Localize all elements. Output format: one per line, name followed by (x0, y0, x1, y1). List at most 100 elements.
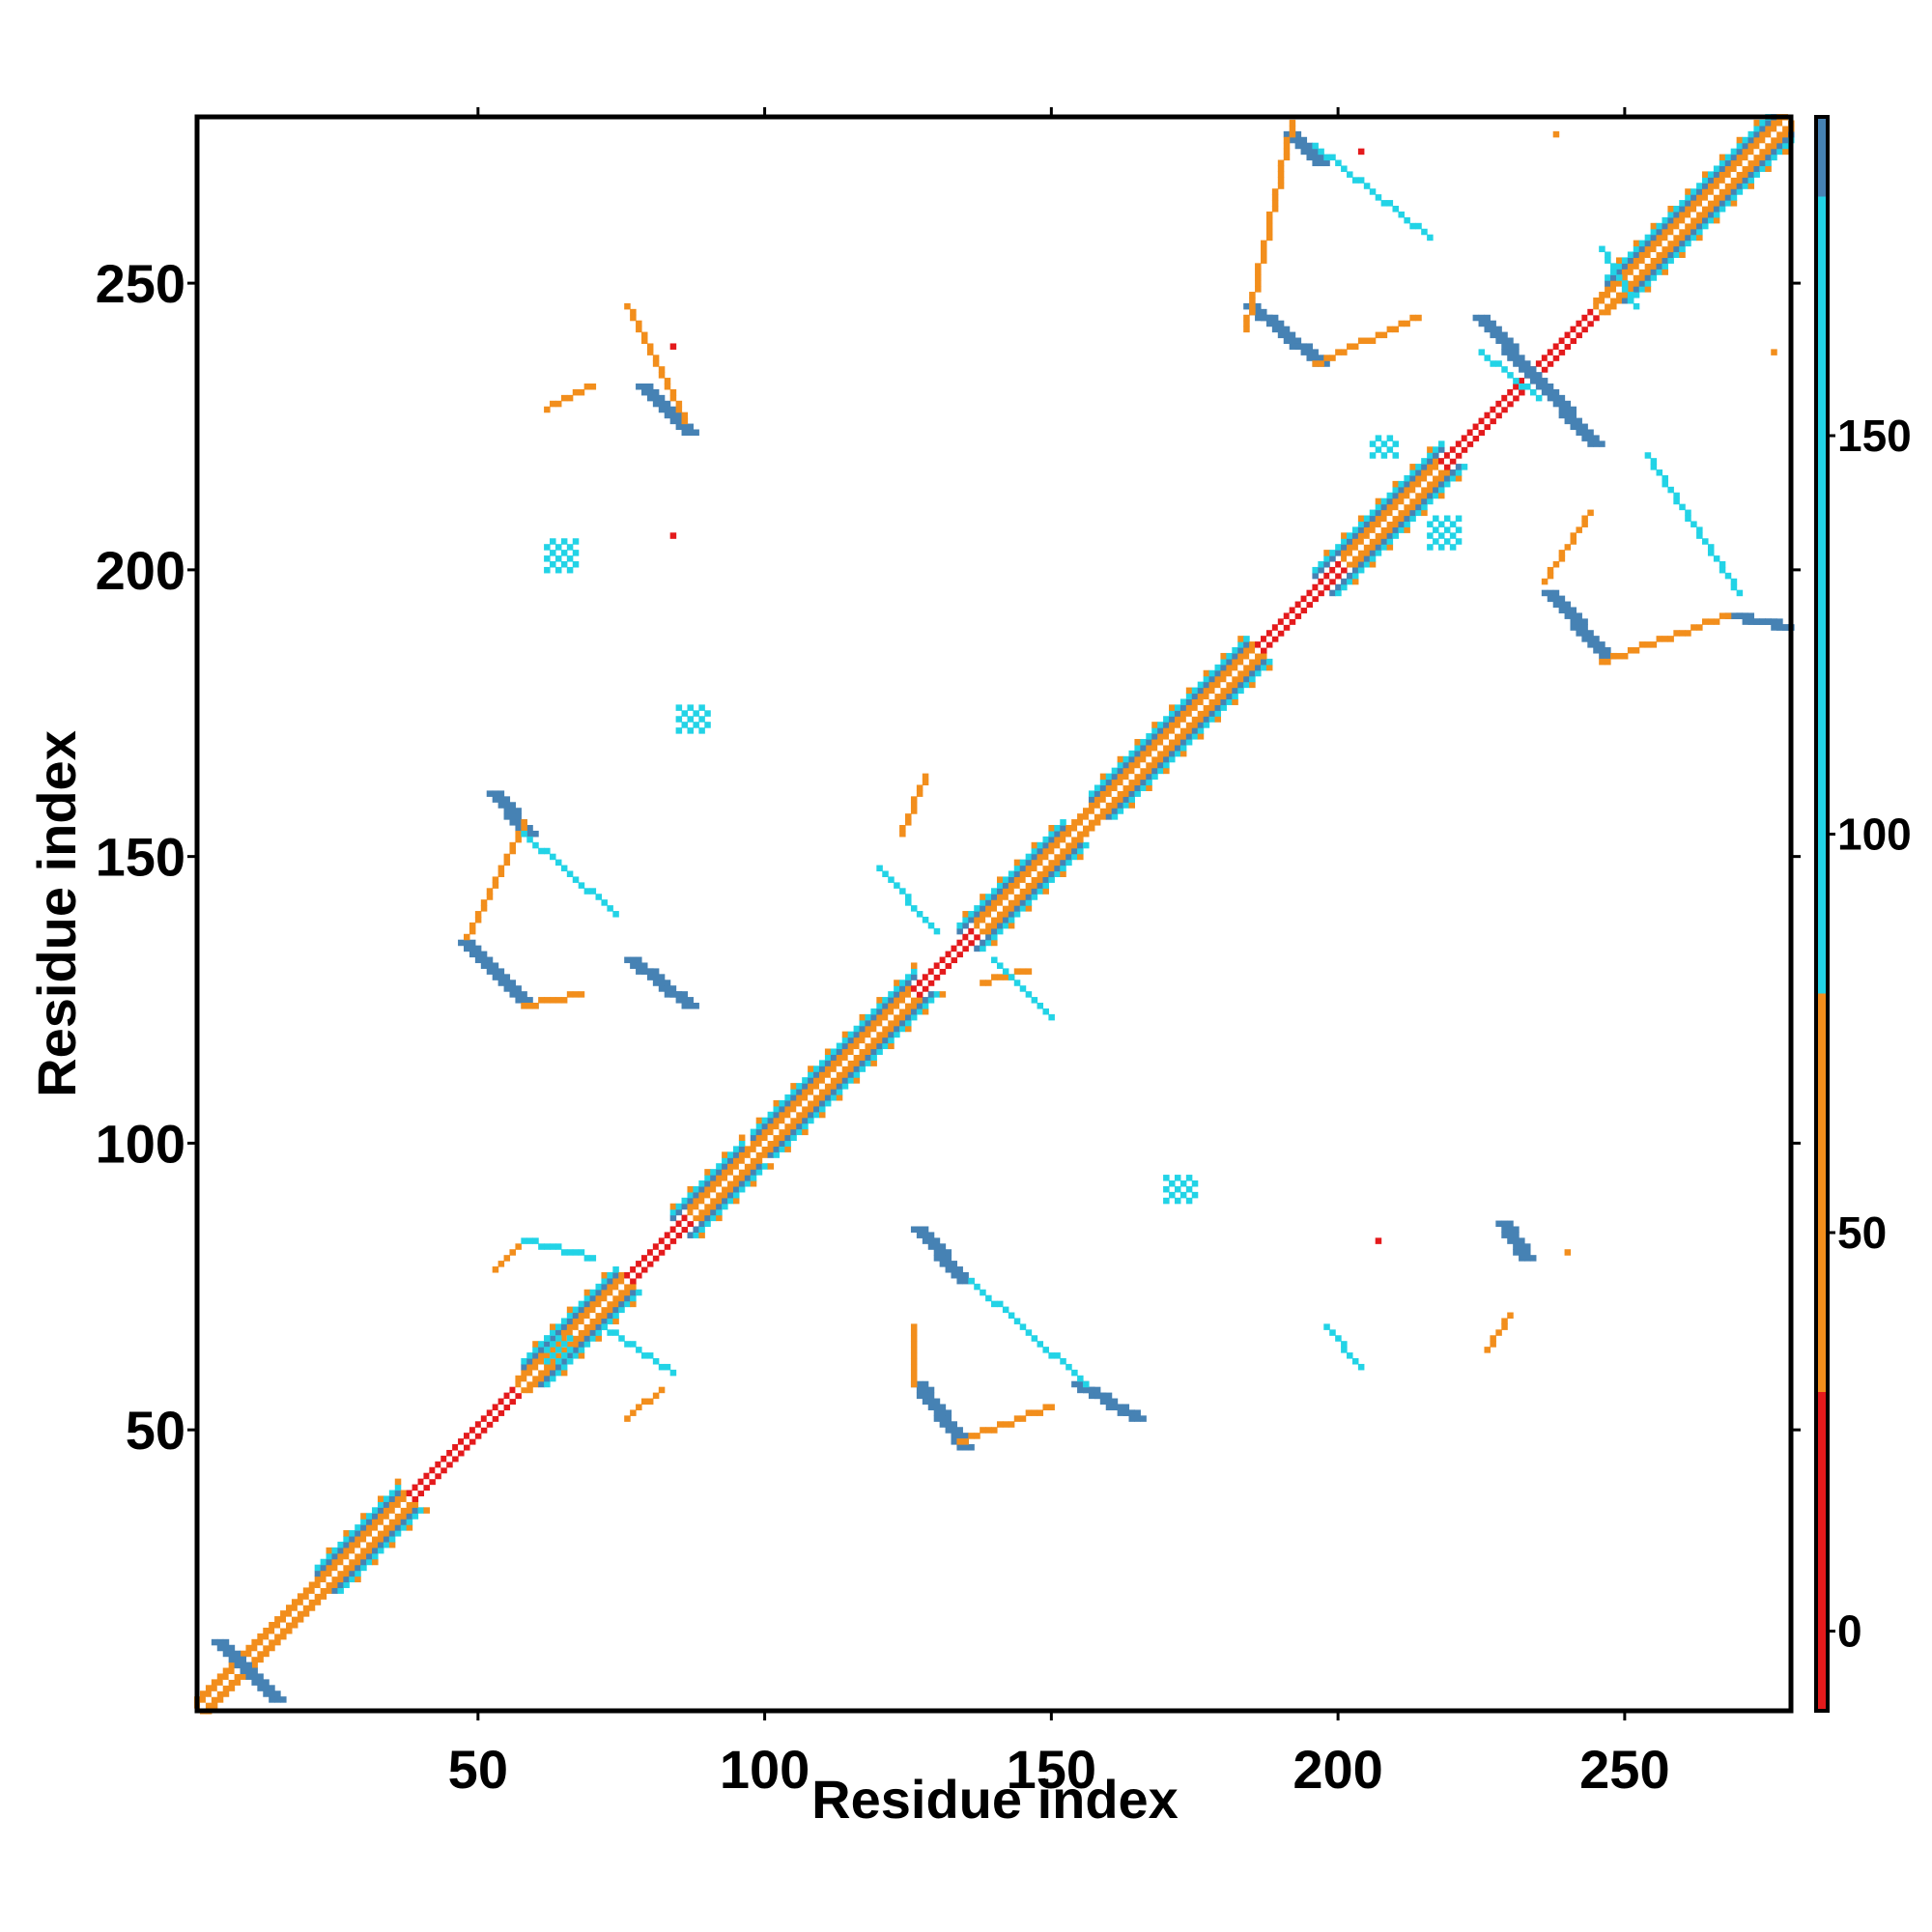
contact-cell (675, 997, 683, 1004)
diagonal-cell (372, 1507, 379, 1514)
diagonal-cell (1329, 550, 1336, 556)
diagonal-cell (1094, 784, 1101, 791)
diagonal-cell (572, 1318, 580, 1324)
contact-cell (646, 1352, 654, 1359)
diagonal-cell (1455, 446, 1463, 453)
diagonal-cell (544, 1375, 551, 1382)
diagonal-cell (910, 974, 918, 980)
contact-cell (687, 704, 694, 711)
contact-cell (1449, 521, 1457, 527)
diagonal-cell (824, 1071, 832, 1078)
diagonal-cell (1753, 165, 1760, 172)
diagonal-cell (1679, 234, 1686, 242)
contact-cell (1261, 308, 1267, 316)
diagonal-cell (383, 1495, 390, 1502)
diagonal-cell (205, 1690, 213, 1697)
diagonal-cell (1185, 710, 1193, 717)
contact-cell (687, 423, 694, 431)
diagonal-cell (388, 1513, 396, 1520)
diagonal-cell (446, 1449, 453, 1457)
diagonal-cell (1724, 194, 1732, 201)
contact-cell (1437, 544, 1445, 551)
diagonal-cell (1214, 698, 1222, 705)
contact-cell (1610, 269, 1617, 275)
diagonal-cell (1409, 474, 1416, 482)
contact-cell (1335, 1335, 1342, 1342)
diagonal-cell (1724, 159, 1732, 167)
contact-cell (1300, 349, 1308, 355)
diagonal-cell (1782, 136, 1789, 144)
diagonal-cell (1077, 830, 1084, 838)
contact-cell (687, 716, 694, 723)
contact-cell (1490, 331, 1496, 339)
diagonal-cell (1037, 841, 1044, 849)
diagonal-cell (1191, 704, 1199, 711)
diagonal-cell (503, 1404, 511, 1410)
diagonal-cell (1255, 658, 1262, 666)
diagonal-cell (1747, 130, 1755, 138)
diagonal-cell (578, 1347, 585, 1353)
diagonal-cell (1071, 836, 1078, 843)
contact-cell (658, 400, 666, 408)
diagonal-cell (744, 1146, 752, 1152)
diagonal-cell (790, 1089, 797, 1095)
contact-cell (1392, 206, 1400, 213)
diagonal-cell (554, 1352, 562, 1359)
diagonal-cell (818, 1099, 826, 1107)
diagonal-cell (355, 1552, 361, 1560)
diagonal-cell (1638, 286, 1646, 293)
diagonal-cell (1008, 888, 1015, 895)
diagonal-cell (704, 1214, 711, 1222)
diagonal-cell (1736, 148, 1744, 156)
contact-cell (1564, 400, 1572, 408)
diagonal-cell (1140, 784, 1147, 791)
diagonal-cell (291, 1605, 298, 1611)
contact-cell (916, 1232, 923, 1238)
diagonal-cell (274, 1638, 281, 1646)
diagonal-cell (326, 1587, 333, 1594)
contact-cell (1437, 532, 1445, 539)
contact-cell (1587, 429, 1594, 436)
contact-cell (933, 1249, 941, 1256)
diagonal-cell (761, 1128, 769, 1136)
diagonal-cell (841, 1060, 849, 1066)
diagonal-cell (607, 1283, 613, 1291)
diagonal-cell (1117, 784, 1124, 791)
diagonal-cell (383, 1535, 390, 1543)
diagonal-cell (1656, 228, 1663, 236)
diagonal-cell (1662, 228, 1668, 236)
diagonal-cell (1495, 400, 1502, 408)
contact-cell (1495, 337, 1502, 345)
diagonal-cell (331, 1547, 338, 1554)
diagonal-cell (1214, 693, 1222, 700)
diagonal-cell (1025, 859, 1033, 867)
diagonal-cell (1300, 595, 1308, 603)
diagonal-cell (1048, 830, 1055, 838)
contact-cell (1031, 1409, 1038, 1416)
contact-cell (1501, 343, 1508, 350)
diagonal-cell (1214, 664, 1222, 671)
diagonal-cell (1724, 154, 1732, 161)
contact-cell (1443, 538, 1451, 545)
diagonal-cell (818, 1065, 826, 1072)
diagonal-cell (894, 997, 900, 1004)
diagonal-cell (1146, 733, 1152, 740)
diagonal-cell (630, 1300, 637, 1308)
diagonal-cell (1357, 532, 1365, 539)
diagonal-cell (1421, 503, 1428, 511)
diagonal-cell (985, 899, 992, 906)
diagonal-cell (1214, 704, 1222, 711)
diagonal-cell (343, 1552, 350, 1560)
diagonal-cell (1730, 200, 1738, 207)
contact-cell (693, 429, 699, 436)
diagonal-cell (802, 1122, 809, 1130)
contact-cell (1707, 618, 1715, 625)
diagonal-cell (1685, 211, 1691, 218)
diagonal-cell (1335, 560, 1342, 568)
contact-cell (269, 1690, 275, 1697)
diagonal-cell (1157, 744, 1164, 752)
diagonal-cell (968, 927, 975, 935)
diagonal-cell (767, 1134, 775, 1142)
contact-cell (515, 813, 522, 820)
contact-cell (509, 841, 516, 849)
